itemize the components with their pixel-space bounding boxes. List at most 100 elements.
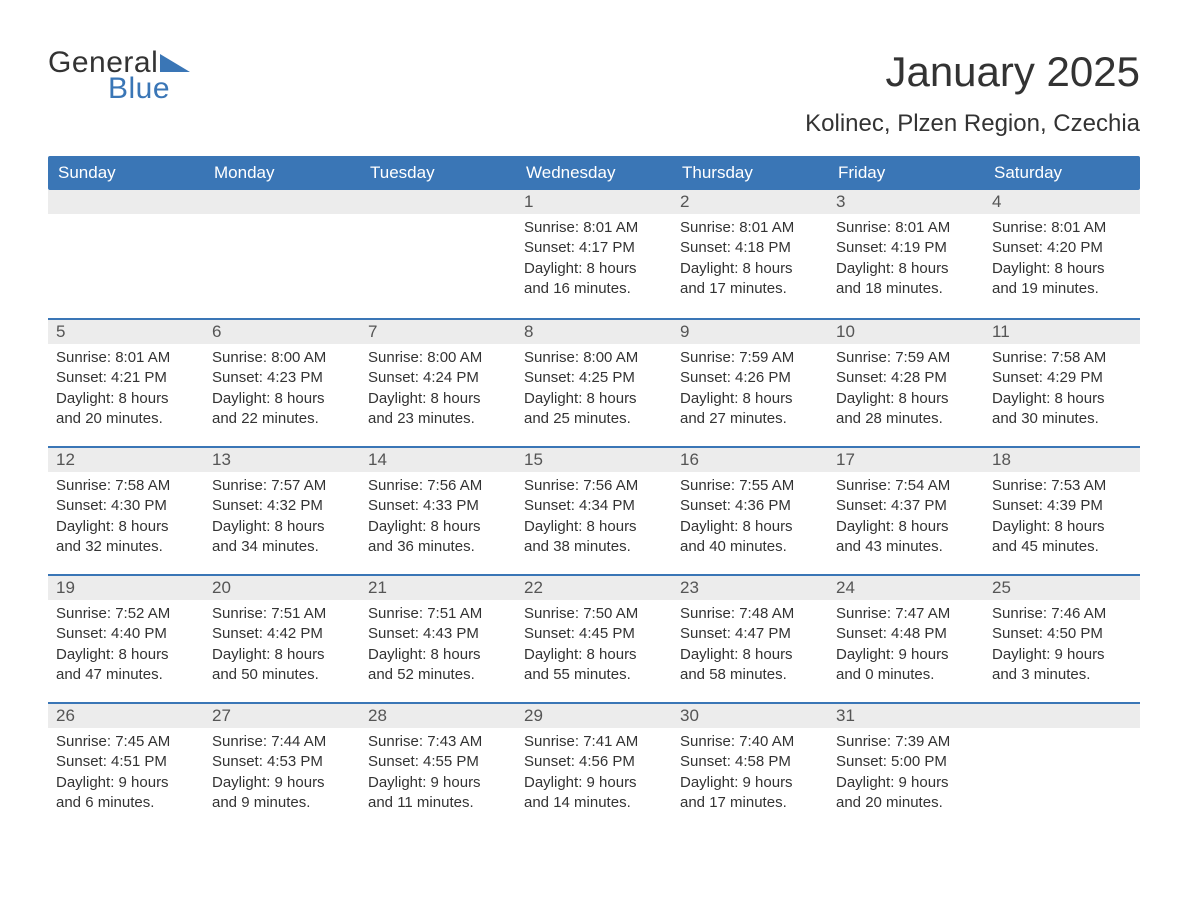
daylight-text: Daylight: 8 hours and 20 minutes. — [56, 389, 196, 430]
day-details: Sunrise: 8:01 AMSunset: 4:18 PMDaylight:… — [672, 214, 828, 307]
sunrise-text: Sunrise: 7:45 AM — [56, 732, 196, 752]
calendar-day-cell: 8Sunrise: 8:00 AMSunset: 4:25 PMDaylight… — [516, 320, 672, 446]
sunset-text: Sunset: 4:20 PM — [992, 238, 1132, 258]
day-number: 14 — [360, 448, 516, 472]
daylight-text: Daylight: 8 hours and 47 minutes. — [56, 645, 196, 686]
daylight-text: Daylight: 8 hours and 43 minutes. — [836, 517, 976, 558]
day-number: 11 — [984, 320, 1140, 344]
sunrise-text: Sunrise: 7:53 AM — [992, 476, 1132, 496]
day-number: 31 — [828, 704, 984, 728]
month-title: January 2025 — [805, 48, 1140, 96]
day-details: Sunrise: 7:45 AMSunset: 4:51 PMDaylight:… — [48, 728, 204, 821]
sunrise-text: Sunrise: 8:00 AM — [524, 348, 664, 368]
sunset-text: Sunset: 4:19 PM — [836, 238, 976, 258]
calendar-day-cell: 10Sunrise: 7:59 AMSunset: 4:28 PMDayligh… — [828, 320, 984, 446]
daylight-text: Daylight: 8 hours and 34 minutes. — [212, 517, 352, 558]
daylight-text: Daylight: 9 hours and 11 minutes. — [368, 773, 508, 814]
day-number — [48, 190, 204, 214]
calendar-day-cell: 15Sunrise: 7:56 AMSunset: 4:34 PMDayligh… — [516, 448, 672, 574]
sunrise-text: Sunrise: 7:47 AM — [836, 604, 976, 624]
sunrise-text: Sunrise: 8:01 AM — [836, 218, 976, 238]
sunrise-text: Sunrise: 7:39 AM — [836, 732, 976, 752]
calendar-week-row: 5Sunrise: 8:01 AMSunset: 4:21 PMDaylight… — [48, 318, 1140, 446]
calendar-day-cell — [984, 704, 1140, 830]
day-number: 13 — [204, 448, 360, 472]
day-number: 25 — [984, 576, 1140, 600]
calendar-day-cell: 3Sunrise: 8:01 AMSunset: 4:19 PMDaylight… — [828, 190, 984, 318]
day-number: 15 — [516, 448, 672, 472]
sunrise-text: Sunrise: 7:48 AM — [680, 604, 820, 624]
day-details: Sunrise: 8:01 AMSunset: 4:17 PMDaylight:… — [516, 214, 672, 307]
day-details: Sunrise: 7:39 AMSunset: 5:00 PMDaylight:… — [828, 728, 984, 821]
day-number — [204, 190, 360, 214]
sunset-text: Sunset: 4:36 PM — [680, 496, 820, 516]
calendar-week-row: 1Sunrise: 8:01 AMSunset: 4:17 PMDaylight… — [48, 190, 1140, 318]
sunrise-text: Sunrise: 7:56 AM — [524, 476, 664, 496]
sunrise-text: Sunrise: 8:01 AM — [524, 218, 664, 238]
sunrise-text: Sunrise: 8:00 AM — [368, 348, 508, 368]
sunrise-text: Sunrise: 8:01 AM — [56, 348, 196, 368]
calendar-day-cell: 2Sunrise: 8:01 AMSunset: 4:18 PMDaylight… — [672, 190, 828, 318]
calendar-day-cell: 20Sunrise: 7:51 AMSunset: 4:42 PMDayligh… — [204, 576, 360, 702]
day-details: Sunrise: 7:43 AMSunset: 4:55 PMDaylight:… — [360, 728, 516, 821]
calendar-day-cell: 21Sunrise: 7:51 AMSunset: 4:43 PMDayligh… — [360, 576, 516, 702]
daylight-text: Daylight: 8 hours and 52 minutes. — [368, 645, 508, 686]
daylight-text: Daylight: 9 hours and 20 minutes. — [836, 773, 976, 814]
sunrise-text: Sunrise: 7:55 AM — [680, 476, 820, 496]
calendar-day-cell: 6Sunrise: 8:00 AMSunset: 4:23 PMDaylight… — [204, 320, 360, 446]
daylight-text: Daylight: 8 hours and 19 minutes. — [992, 259, 1132, 300]
calendar-day-cell: 14Sunrise: 7:56 AMSunset: 4:33 PMDayligh… — [360, 448, 516, 574]
daylight-text: Daylight: 8 hours and 17 minutes. — [680, 259, 820, 300]
calendar-day-cell: 1Sunrise: 8:01 AMSunset: 4:17 PMDaylight… — [516, 190, 672, 318]
weekday-header: Thursday — [672, 156, 828, 190]
sunset-text: Sunset: 4:58 PM — [680, 752, 820, 772]
sunrise-text: Sunrise: 7:44 AM — [212, 732, 352, 752]
daylight-text: Daylight: 8 hours and 23 minutes. — [368, 389, 508, 430]
weekday-header: Saturday — [984, 156, 1140, 190]
day-details: Sunrise: 7:55 AMSunset: 4:36 PMDaylight:… — [672, 472, 828, 565]
sunset-text: Sunset: 4:17 PM — [524, 238, 664, 258]
daylight-text: Daylight: 8 hours and 50 minutes. — [212, 645, 352, 686]
sunset-text: Sunset: 4:24 PM — [368, 368, 508, 388]
sunset-text: Sunset: 4:47 PM — [680, 624, 820, 644]
sunrise-text: Sunrise: 8:01 AM — [992, 218, 1132, 238]
calendar-day-cell: 27Sunrise: 7:44 AMSunset: 4:53 PMDayligh… — [204, 704, 360, 830]
sunset-text: Sunset: 4:18 PM — [680, 238, 820, 258]
daylight-text: Daylight: 8 hours and 36 minutes. — [368, 517, 508, 558]
daylight-text: Daylight: 8 hours and 16 minutes. — [524, 259, 664, 300]
calendar-day-cell: 29Sunrise: 7:41 AMSunset: 4:56 PMDayligh… — [516, 704, 672, 830]
logo-blue-text: Blue — [108, 74, 190, 104]
calendar-day-cell: 24Sunrise: 7:47 AMSunset: 4:48 PMDayligh… — [828, 576, 984, 702]
calendar-day-cell: 17Sunrise: 7:54 AMSunset: 4:37 PMDayligh… — [828, 448, 984, 574]
daylight-text: Daylight: 8 hours and 38 minutes. — [524, 517, 664, 558]
day-number: 17 — [828, 448, 984, 472]
weekday-header: Wednesday — [516, 156, 672, 190]
daylight-text: Daylight: 8 hours and 30 minutes. — [992, 389, 1132, 430]
day-details: Sunrise: 7:56 AMSunset: 4:34 PMDaylight:… — [516, 472, 672, 565]
day-details: Sunrise: 7:40 AMSunset: 4:58 PMDaylight:… — [672, 728, 828, 821]
day-number: 26 — [48, 704, 204, 728]
calendar-week-row: 26Sunrise: 7:45 AMSunset: 4:51 PMDayligh… — [48, 702, 1140, 830]
weekday-header: Friday — [828, 156, 984, 190]
day-details: Sunrise: 7:57 AMSunset: 4:32 PMDaylight:… — [204, 472, 360, 565]
sunset-text: Sunset: 4:39 PM — [992, 496, 1132, 516]
daylight-text: Daylight: 8 hours and 58 minutes. — [680, 645, 820, 686]
daylight-text: Daylight: 9 hours and 14 minutes. — [524, 773, 664, 814]
sunset-text: Sunset: 4:33 PM — [368, 496, 508, 516]
calendar-day-cell — [204, 190, 360, 318]
day-details: Sunrise: 8:01 AMSunset: 4:21 PMDaylight:… — [48, 344, 204, 437]
sunrise-text: Sunrise: 7:51 AM — [212, 604, 352, 624]
day-number: 24 — [828, 576, 984, 600]
calendar-day-cell: 11Sunrise: 7:58 AMSunset: 4:29 PMDayligh… — [984, 320, 1140, 446]
day-details: Sunrise: 8:00 AMSunset: 4:23 PMDaylight:… — [204, 344, 360, 437]
sunrise-text: Sunrise: 7:46 AM — [992, 604, 1132, 624]
sunset-text: Sunset: 4:28 PM — [836, 368, 976, 388]
sunset-text: Sunset: 4:43 PM — [368, 624, 508, 644]
daylight-text: Daylight: 8 hours and 45 minutes. — [992, 517, 1132, 558]
weekday-header: Tuesday — [360, 156, 516, 190]
day-number: 18 — [984, 448, 1140, 472]
day-details: Sunrise: 7:51 AMSunset: 4:43 PMDaylight:… — [360, 600, 516, 693]
sunset-text: Sunset: 4:25 PM — [524, 368, 664, 388]
day-details: Sunrise: 7:52 AMSunset: 4:40 PMDaylight:… — [48, 600, 204, 693]
day-number: 3 — [828, 190, 984, 214]
